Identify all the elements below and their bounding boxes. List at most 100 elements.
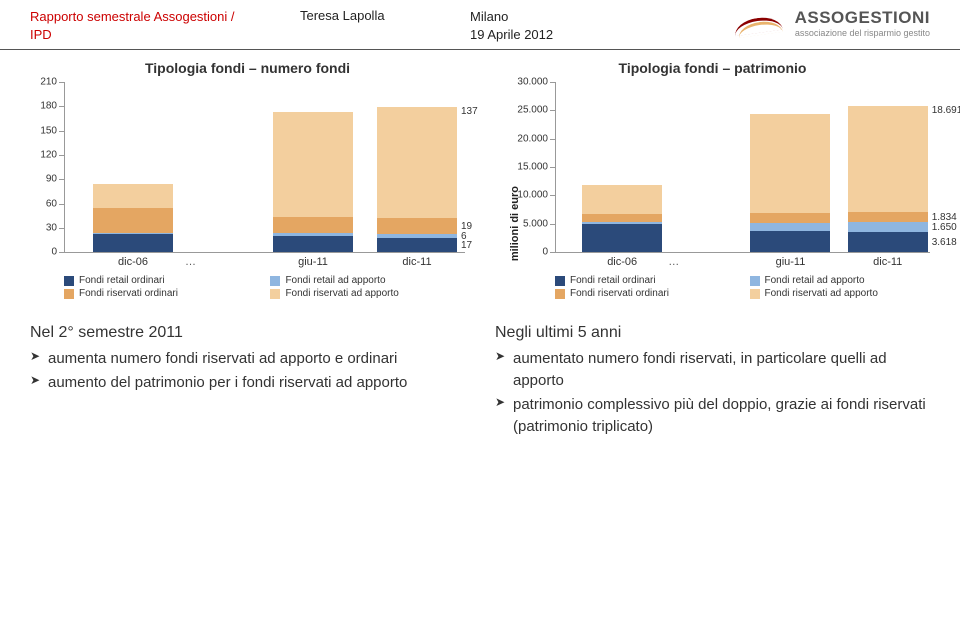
ytick-label: 15.000 [517, 162, 548, 173]
bar-segment [273, 217, 353, 233]
bar-stack [750, 114, 830, 252]
bar-segment [377, 218, 457, 233]
x-category-label: dic-06 [582, 256, 662, 268]
bar-segment [848, 232, 928, 253]
bar-segment [582, 214, 662, 223]
legend-swatch [750, 289, 760, 299]
summary-left-point: aumento del patrimonio per i fondi riser… [30, 372, 465, 394]
chart1-title: Tipologia fondi – numero fondi [30, 60, 465, 76]
bar-segment [848, 222, 928, 231]
bar-segment [93, 184, 173, 208]
logo-text: ASSOGESTIONI [795, 8, 930, 27]
bar-segment [377, 107, 457, 218]
chart1-legend: Fondi retail ordinari Fondi retail ad app… [64, 275, 465, 299]
logo-tagline: associazione del risparmio gestito [795, 28, 930, 38]
bar-stack [93, 184, 173, 252]
summary-right-point: patrimonio complessivo più del doppio, g… [495, 394, 930, 438]
ytick-label: 25.000 [517, 105, 548, 116]
summary-left-lead: Nel 2° semestre 2011 [30, 321, 465, 344]
legend-label: Fondi riservati ad apporto [765, 288, 878, 299]
legend-label: Fondi retail ad apporto [285, 275, 385, 286]
legend-swatch [64, 289, 74, 299]
header: Rapporto semestrale Assogestioni / IPD T… [0, 0, 960, 50]
legend-swatch [555, 289, 565, 299]
legend-label: Fondi retail ordinari [79, 275, 165, 286]
date: 19 Aprile 2012 [470, 27, 553, 42]
legend-swatch [270, 289, 280, 299]
bar-segment [93, 208, 173, 232]
ytick-label: 60 [46, 198, 57, 209]
report-title-line1: Rapporto semestrale Assogestioni / [30, 9, 235, 24]
chart2-area: 05.00010.00015.00020.00025.00030.000…dic… [555, 82, 930, 253]
bar-segment [750, 231, 830, 253]
legend-item: Fondi riservati ordinari [64, 288, 248, 299]
legend-item: Fondi riservati ad apporto [750, 288, 923, 299]
summary-left: Nel 2° semestre 2011 aumenta numero fond… [30, 321, 465, 437]
bar-value-label: 19 [461, 221, 472, 232]
bar-segment [93, 234, 173, 252]
bar-value-label: 1.650 [932, 222, 957, 233]
summary-right: Negli ultimi 5 anni aumentato numero fon… [495, 321, 930, 437]
legend-item: Fondi retail ad apporto [270, 275, 454, 286]
bar-stack: 3.6181.6501.83418.691 [848, 106, 928, 252]
report-title-line2: IPD [30, 27, 52, 42]
bar-segment [582, 224, 662, 252]
author: Teresa Lapolla [300, 8, 470, 23]
x-category-label: giu-11 [750, 256, 830, 268]
ytick-label: 0 [51, 247, 57, 258]
summary-right-lead: Negli ultimi 5 anni [495, 321, 930, 344]
legend-item: Fondi riservati ordinari [555, 288, 728, 299]
bar-segment [848, 212, 928, 222]
x-category-label: dic-06 [93, 256, 173, 268]
summary-left-point: aumenta numero fondi riservati ad apport… [30, 348, 465, 370]
chart2-title: Tipologia fondi – patrimonio [495, 60, 930, 76]
chart2-legend: Fondi retail ordinari Fondi retail ad app… [555, 275, 930, 299]
chart-patrimonio: Tipologia fondi – patrimonio milioni di … [495, 60, 930, 299]
legend-swatch [64, 276, 74, 286]
bar-value-label: 3.618 [932, 237, 957, 248]
legend-item: Fondi riservati ad apporto [270, 288, 454, 299]
chart1-area: 0306090120150180210…dic-06giu-1117619137… [64, 82, 465, 253]
bar-segment [377, 238, 457, 252]
ytick-label: 180 [40, 101, 57, 112]
summary-row: Nel 2° semestre 2011 aumenta numero fond… [0, 303, 960, 437]
location-date: Milano 19 Aprile 2012 [470, 8, 640, 43]
logo-swoosh-icon [734, 8, 784, 36]
bar-segment [377, 234, 457, 239]
bar-value-label: 6 [461, 231, 467, 242]
x-ellipsis: … [668, 256, 679, 268]
city: Milano [470, 9, 508, 24]
bar-stack [582, 185, 662, 252]
bar-segment [582, 185, 662, 213]
bar-value-label: 137 [461, 106, 478, 117]
bar-value-label: 18.691 [932, 105, 960, 116]
brand-logo: ASSOGESTIONI associazione del risparmio … [640, 8, 930, 41]
bar-stack [273, 112, 353, 252]
legend-label: Fondi riservati ordinari [570, 288, 669, 299]
charts-row: Tipologia fondi – numero fondi 030609012… [0, 50, 960, 303]
legend-item: Fondi retail ordinari [64, 275, 248, 286]
ytick-label: 30 [46, 222, 57, 233]
bar-segment [273, 112, 353, 217]
bar-value-label: 1.834 [932, 212, 957, 223]
ytick-label: 90 [46, 174, 57, 185]
ytick-label: 30.000 [517, 77, 548, 88]
x-ellipsis: … [185, 256, 196, 268]
x-category-label: giu-11 [273, 256, 353, 268]
legend-item: Fondi retail ordinari [555, 275, 728, 286]
x-category-label: dic-11 [848, 256, 928, 268]
x-category-label: dic-11 [377, 256, 457, 268]
summary-right-point: aumentato numero fondi riservati, in par… [495, 348, 930, 392]
ytick-label: 150 [40, 125, 57, 136]
chart-numero-fondi: Tipologia fondi – numero fondi 030609012… [30, 60, 465, 299]
report-title: Rapporto semestrale Assogestioni / IPD [30, 8, 300, 43]
ytick-label: 10.000 [517, 190, 548, 201]
bar-segment [848, 106, 928, 212]
legend-label: Fondi retail ad apporto [765, 275, 865, 286]
ytick-label: 0 [542, 247, 548, 258]
legend-label: Fondi riservati ordinari [79, 288, 178, 299]
legend-item: Fondi retail ad apporto [750, 275, 923, 286]
bar-segment [750, 114, 830, 213]
ytick-label: 20.000 [517, 133, 548, 144]
legend-swatch [270, 276, 280, 286]
